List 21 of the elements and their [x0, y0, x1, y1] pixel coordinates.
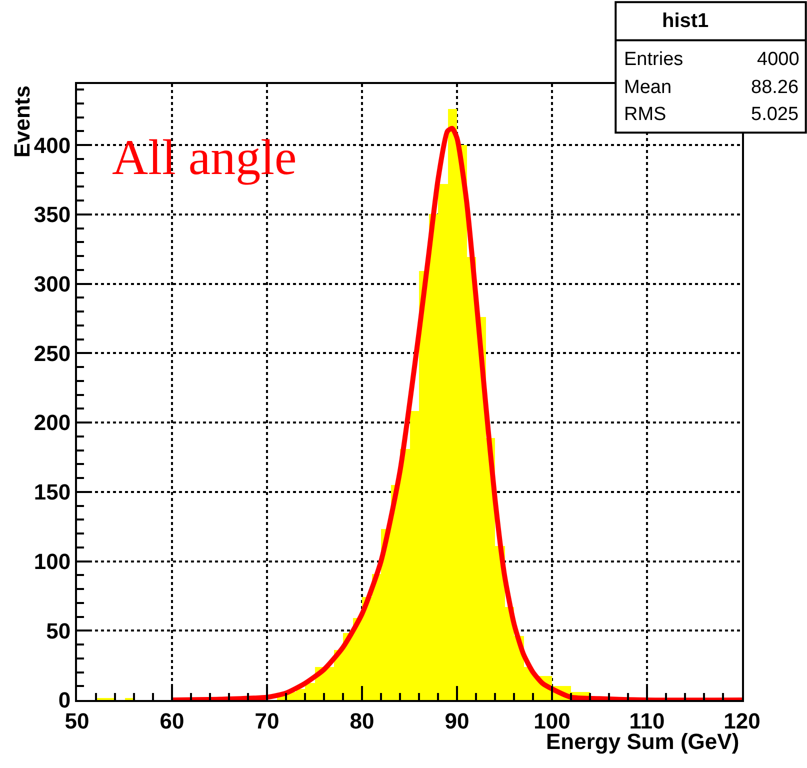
text: 5.025 [751, 104, 799, 125]
x-tick-label: 80 [350, 708, 374, 734]
text: 88.26 [751, 77, 799, 98]
annotation: RMS [624, 104, 666, 125]
y-tick-label: 50 [46, 618, 71, 644]
text: 4000 [757, 49, 800, 70]
x-tick-label: 70 [254, 708, 280, 734]
text: hist1 [662, 10, 709, 32]
y-tick-label: 250 [34, 340, 71, 366]
x-tick-label: 90 [444, 708, 470, 734]
y-tick-label: 350 [34, 202, 71, 228]
x-tick-label: 60 [160, 708, 184, 734]
y-tick-label: 100 [34, 548, 71, 574]
y-axis-title: Events [10, 86, 35, 158]
text: Entries [624, 49, 684, 70]
y-tick-label: 300 [34, 271, 71, 296]
y-tick-label: 200 [34, 410, 71, 436]
y-tick-label: 400 [34, 132, 71, 158]
annotation: All angle [112, 129, 297, 185]
y-tick-label: 150 [34, 480, 71, 505]
annotation: Mean [624, 77, 672, 98]
